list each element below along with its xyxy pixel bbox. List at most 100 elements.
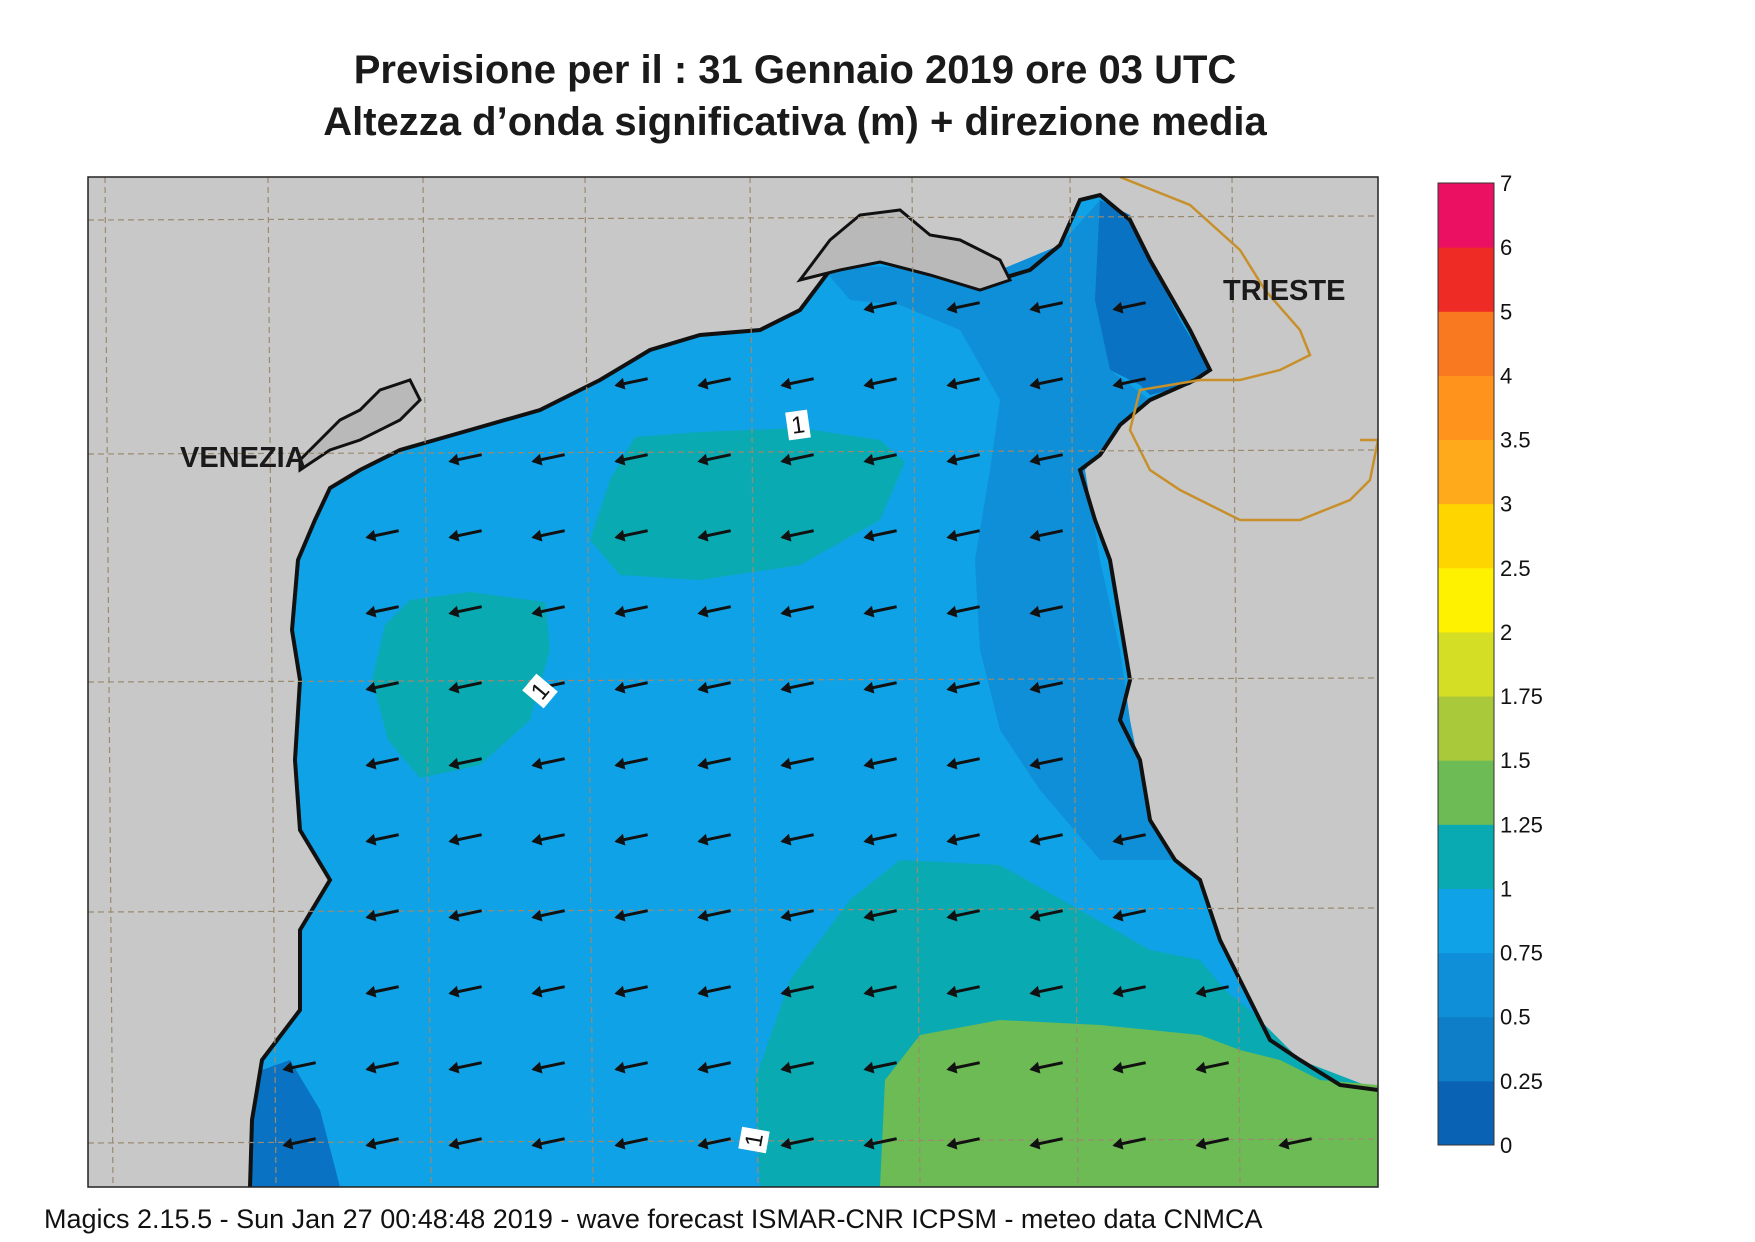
map-title: Previsione per il : 31 Gennaio 2019 ore … — [353, 48, 1237, 92]
wave-arrow — [863, 453, 897, 466]
wave-arrow — [365, 909, 399, 922]
wave-arrow — [365, 833, 399, 846]
wave-arrow — [282, 1137, 316, 1150]
wave-arrow — [1029, 301, 1063, 314]
wave-arrow — [1029, 377, 1063, 390]
colorbar-swatch — [1438, 247, 1494, 312]
colorbar-tick-label: 1.25 — [1500, 812, 1543, 837]
wave-arrow — [780, 453, 814, 466]
wave-arrow — [1029, 1061, 1063, 1074]
colorbar-tick-label: 1.75 — [1500, 684, 1543, 709]
wave-arrow — [697, 453, 731, 466]
grid-meridian — [422, 177, 432, 1187]
colorbar-tick-label: 6 — [1500, 235, 1512, 260]
wave-arrow — [1029, 757, 1063, 770]
colorbar-swatch — [1438, 439, 1494, 505]
wave-arrow — [863, 605, 897, 618]
wave-arrow — [1029, 909, 1063, 922]
colorbar-swatch — [1438, 1080, 1494, 1146]
wave-arrow — [780, 529, 814, 542]
wave-arrow — [863, 833, 897, 846]
colorbar-tick-label: 1 — [1500, 876, 1512, 901]
wave-arrow — [1029, 1137, 1063, 1150]
wave-arrow — [1029, 681, 1063, 694]
wave-arrow — [697, 909, 731, 922]
wave-arrow — [780, 377, 814, 390]
wave-zone-1-1.25-north — [590, 428, 905, 580]
wave-arrow — [531, 833, 565, 846]
wave-arrow — [365, 1137, 399, 1150]
wave-direction-arrows — [282, 301, 1312, 1150]
wave-arrow — [863, 681, 897, 694]
wave-arrow — [448, 605, 482, 618]
wave-arrow — [1029, 833, 1063, 846]
wave-arrow — [780, 909, 814, 922]
wave-arrow — [863, 529, 897, 542]
wave-arrow — [531, 909, 565, 922]
wave-arrow — [780, 1061, 814, 1074]
colorbar-swatch — [1438, 311, 1494, 376]
wave-arrow — [780, 681, 814, 694]
wave-arrow — [1112, 377, 1146, 390]
colorbar-swatch — [1438, 631, 1494, 697]
colorbar-swatch — [1438, 696, 1494, 761]
wave-arrow — [1195, 1061, 1229, 1074]
wave-arrow — [1029, 605, 1063, 618]
wave-arrow — [614, 605, 648, 618]
wave-arrow — [1029, 453, 1063, 466]
wave-arrow — [946, 1137, 980, 1150]
wave-arrow — [365, 1061, 399, 1074]
colorbar-tick-label: 0.25 — [1500, 1069, 1543, 1094]
wave-arrow — [697, 1061, 731, 1074]
colorbar-tick-label: 3.5 — [1500, 428, 1531, 453]
colorbar-tick-label: 2.5 — [1500, 556, 1531, 581]
colorbar-tick-label: 4 — [1500, 363, 1512, 388]
wave-arrow — [946, 605, 980, 618]
wave-zone-0.5-0.75-east — [820, 200, 1175, 860]
wave-arrow — [946, 529, 980, 542]
wave-arrow — [863, 301, 897, 314]
wave-arrow — [531, 985, 565, 998]
colorbar-swatch — [1438, 503, 1494, 569]
wave-arrow — [946, 301, 980, 314]
colorbar-tick-label: 0 — [1500, 1133, 1512, 1158]
wave-zone-1-1.25-west — [372, 592, 550, 778]
wave-arrow — [448, 681, 482, 694]
colorbar-tick-label: 7 — [1500, 171, 1512, 196]
grid-meridian — [1231, 177, 1241, 1187]
colorbar-swatch — [1438, 567, 1494, 633]
contour-label: 1 — [785, 409, 811, 441]
wave-arrow — [1029, 529, 1063, 542]
wave-arrow — [365, 681, 399, 694]
wave-arrow — [946, 985, 980, 998]
map-area[interactable]: 1 1 1 VENEZIA TRIESTE — [88, 177, 1378, 1187]
wave-arrow — [863, 985, 897, 998]
wave-zone-1.25-1.5 — [880, 1020, 1378, 1187]
wave-arrow — [614, 757, 648, 770]
wave-arrow — [282, 1061, 316, 1074]
north-lagoon — [796, 208, 1013, 292]
grid-parallel — [88, 215, 1378, 221]
wave-arrow — [531, 605, 565, 618]
colorbar-tick-label: 5 — [1500, 299, 1512, 324]
wave-arrow — [697, 529, 731, 542]
wave-arrow — [531, 1061, 565, 1074]
map-frame — [87, 176, 1379, 1188]
wave-arrow — [780, 985, 814, 998]
grid-parallel — [88, 677, 1378, 683]
wave-arrow — [614, 1137, 648, 1150]
wave-arrow — [1112, 909, 1146, 922]
wave-arrow — [863, 757, 897, 770]
wave-arrow — [946, 1061, 980, 1074]
wave-arrow — [614, 681, 648, 694]
colorbar-swatch — [1438, 183, 1494, 248]
wave-arrow — [946, 833, 980, 846]
wave-arrow — [780, 1137, 814, 1150]
wave-arrow — [697, 833, 731, 846]
wave-arrow — [697, 681, 731, 694]
grid-meridian — [1069, 177, 1079, 1187]
wave-arrow — [697, 1137, 731, 1150]
wave-arrow — [863, 377, 897, 390]
colorbar-tick-label: 0.75 — [1500, 941, 1543, 966]
wave-arrow — [946, 757, 980, 770]
